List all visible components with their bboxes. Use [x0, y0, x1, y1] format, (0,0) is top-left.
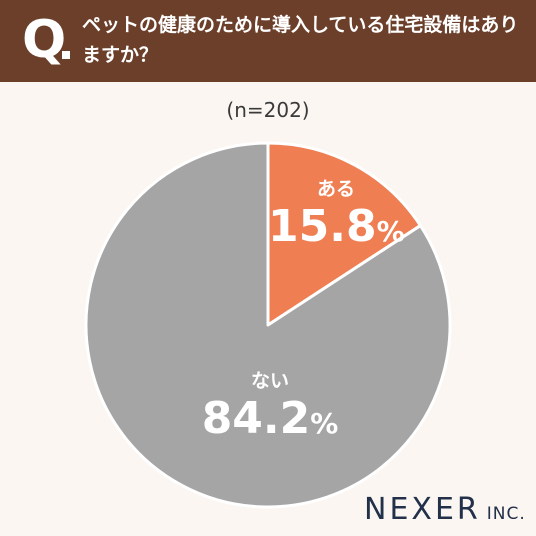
sample-size-label: (n=202)	[226, 98, 310, 122]
question-header: Q ペットの健康のために導入している住宅設備はありますか？	[0, 0, 536, 82]
q-mark: Q	[22, 10, 67, 70]
nexer-logo: NEXER INC.	[364, 492, 526, 527]
slice-label-no: ない 84.2%	[190, 366, 350, 444]
slice-unit-yes: %	[376, 215, 405, 248]
q-dot	[62, 51, 70, 59]
slice-unit-no: %	[310, 407, 339, 440]
slice-value-yes: 15.8	[268, 201, 377, 252]
slice-category-yes: ある	[316, 178, 355, 200]
slice-category-no: ない	[250, 370, 289, 392]
pie-slice-no	[84, 141, 452, 509]
brand-name: NEXER	[364, 492, 481, 527]
question-text: ペットの健康のために導入している住宅設備はありますか？	[82, 14, 519, 66]
pie-slice-yes	[266, 141, 422, 327]
slice-label-yes: ある 15.8%	[268, 174, 405, 252]
brand-suffix: INC.	[486, 504, 526, 524]
slice-value-no: 84.2	[201, 393, 311, 444]
